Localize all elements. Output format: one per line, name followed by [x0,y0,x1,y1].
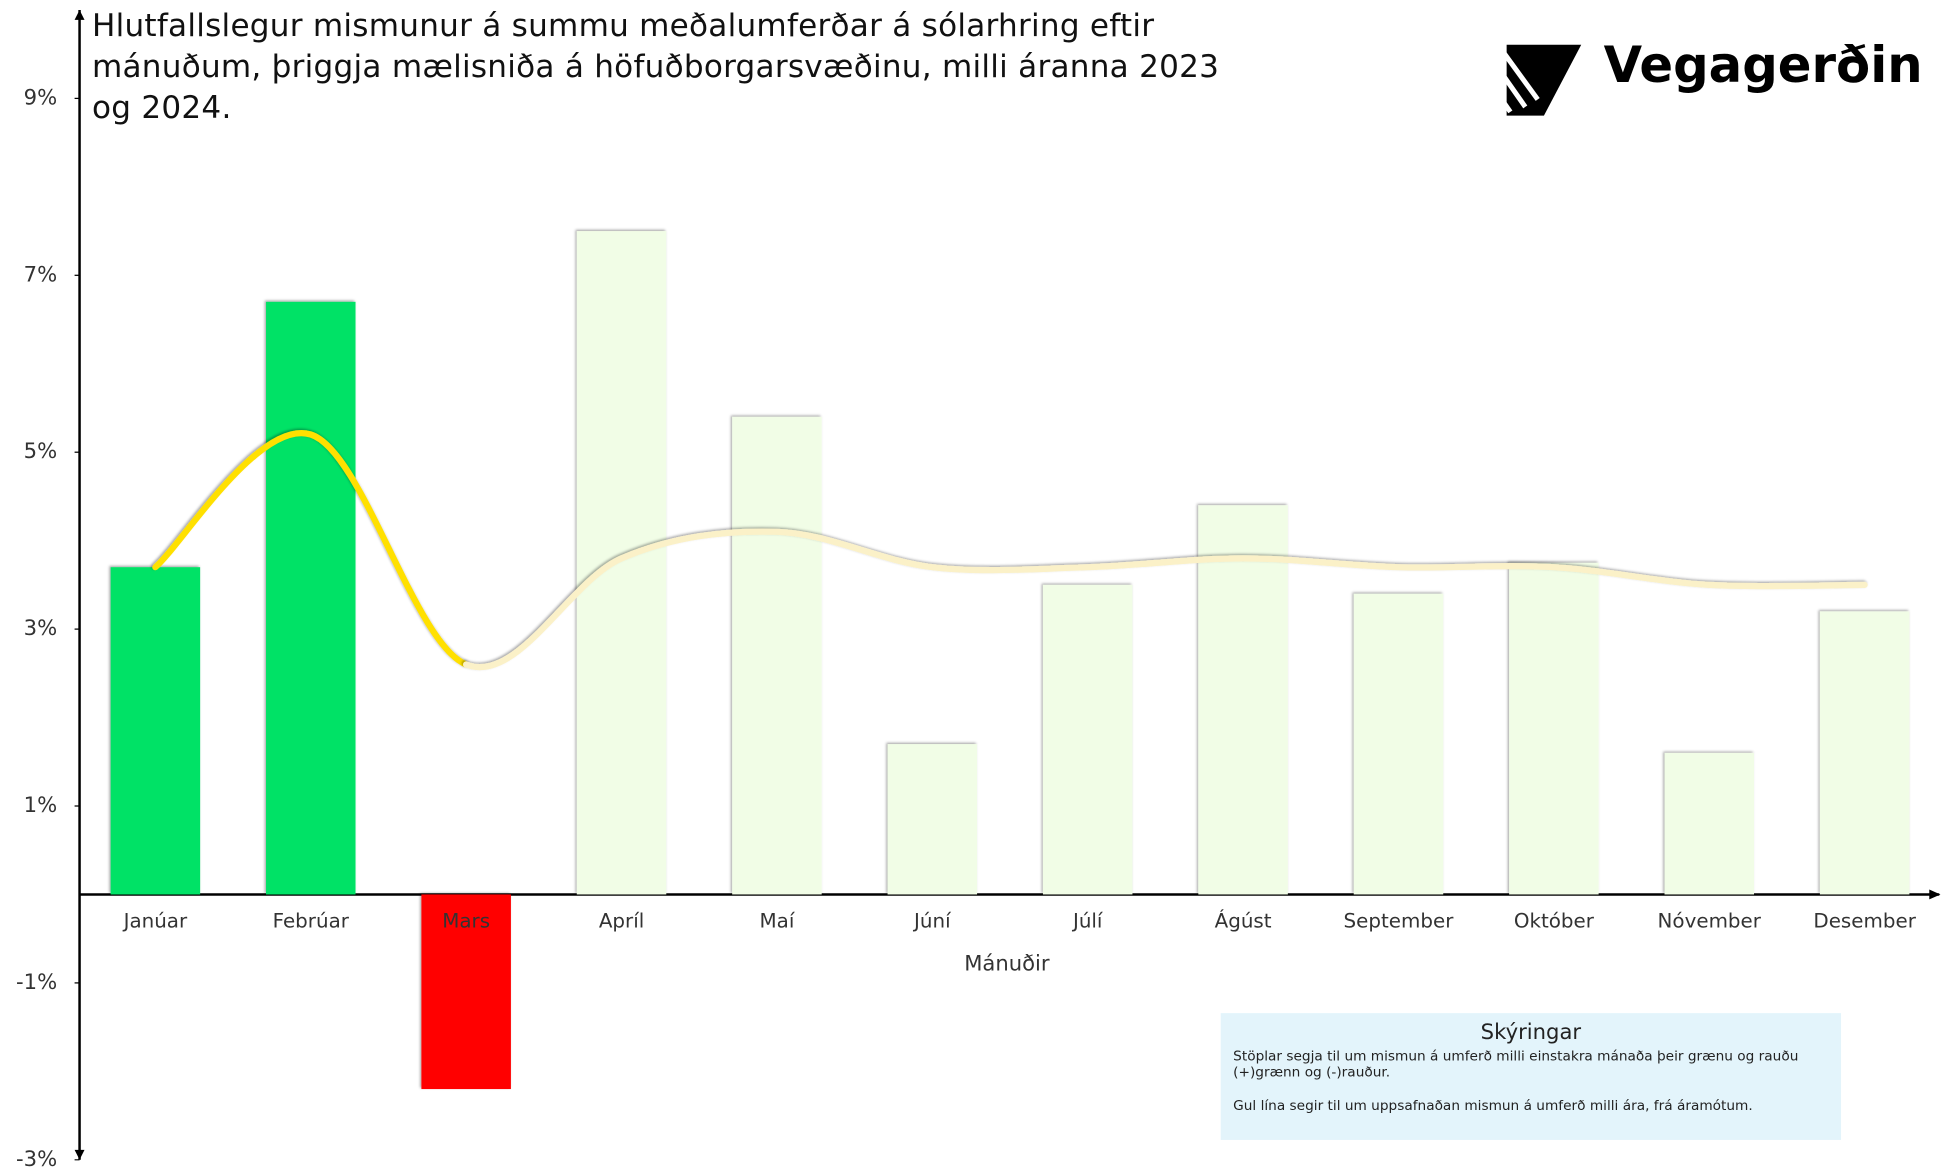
line [463,528,1868,671]
bar [1509,562,1599,895]
bar [887,744,978,895]
x-axis-arrow [1929,889,1941,900]
x-tick-label: Maí [760,909,796,932]
y-tick-label: -3% [16,1146,57,1167]
bar [421,894,511,1090]
x-tick-label: Apríl [599,909,644,932]
x-tick-label: Nóvember [1658,909,1762,932]
bar [1353,593,1444,895]
bar [266,301,356,895]
x-tick-label: Febrúar [273,909,350,932]
y-tick-label: 1% [24,792,58,817]
x-tick-label: September [1344,909,1455,932]
bar [576,231,667,895]
line [152,430,470,668]
legend-title: Skýringar [1480,1020,1582,1046]
x-tick-label: Júní [912,909,952,932]
chart-title: Hlutfallslegur mismunur á summu meðalumf… [91,7,1220,126]
legend-text: Gul lína segir til um uppsafnaðan mismun… [1233,1097,1753,1114]
legend-text: Stöplar segja til um mismun á umferð mil… [1233,1047,1799,1081]
x-tick-label: Desember [1813,909,1916,932]
x-tick-label: Júlí [1071,909,1104,932]
y-tick-label: 7% [24,261,58,286]
y-tick-label: -1% [16,969,57,994]
brand: Vegagerðin [1604,36,1923,94]
bar [732,416,822,895]
y-tick-label: 5% [24,438,58,463]
x-tick-label: Mars [442,909,490,932]
bar [1198,505,1288,895]
bar [1819,611,1910,895]
y-tick-label: 9% [24,84,58,109]
y-tick-label: 3% [24,615,58,640]
x-tick-label: Ágúst [1215,909,1272,932]
x-axis-label: Mánuðir [964,951,1050,976]
x-tick-label: Janúar [122,909,188,932]
bar [110,567,201,895]
bar [1042,584,1133,895]
legend: Skýringar Stöplar segja til um mismun á … [1220,1013,1842,1140]
x-tick-label: Október [1514,909,1595,932]
bar [1664,752,1755,895]
logo: Vegagerðin [1464,36,1923,116]
